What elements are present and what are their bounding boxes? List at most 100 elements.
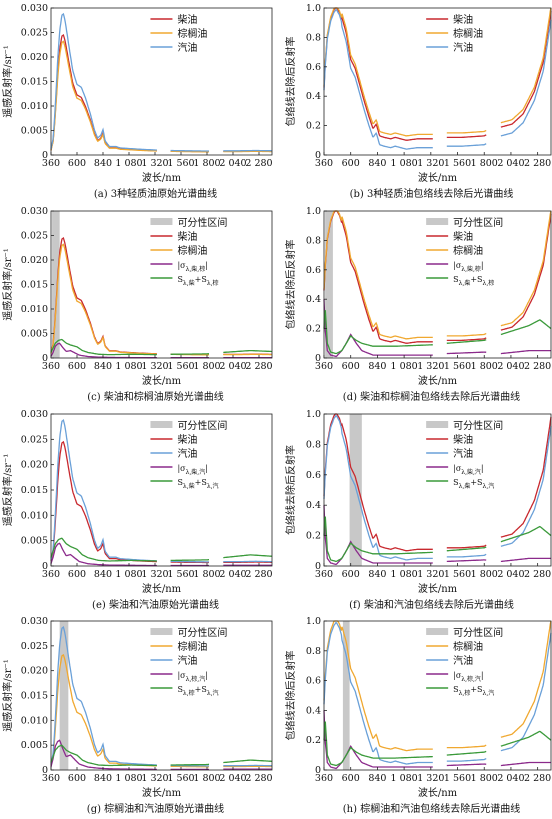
y-tick-label: 0.005 xyxy=(21,126,48,137)
x-tick-label: 1 800 xyxy=(193,361,220,372)
svg-text:Sλ,柴+Sλ,棕: Sλ,柴+Sλ,棕 xyxy=(177,275,218,287)
x-tick-label: 600 xyxy=(68,569,86,580)
x-tick-label: 1 800 xyxy=(471,773,498,784)
legend-item-abs_diff: |σλ,柴,棕| xyxy=(150,261,208,273)
x-tick-label: 1 800 xyxy=(471,569,498,580)
x-axis-label: 波长/nm xyxy=(142,171,182,184)
x-tick-label: 2 280 xyxy=(524,569,551,580)
x-tick-label: 1 560 xyxy=(167,569,194,580)
y-tick-label: 0.015 xyxy=(21,485,48,496)
svg-text:柴油: 柴油 xyxy=(453,230,473,243)
svg-text:Sλ,柴+Sλ,汽: Sλ,柴+Sλ,汽 xyxy=(177,478,218,490)
panel-d: 360 600 840 1 080 1 320 1 560 1 800 2 040 2 280 0… xyxy=(284,206,552,403)
y-tick-label: 0 xyxy=(315,561,321,572)
svg-text:Sλ,棕+Sλ,汽: Sλ,棕+Sλ,汽 xyxy=(177,685,218,697)
legend-item-separable: 可分性区间 xyxy=(426,626,503,639)
x-tick-label: 360 xyxy=(42,569,60,580)
svg-text:棕榈油: 棕榈油 xyxy=(453,244,483,257)
legend-item-tung_oil: 棕榈油 xyxy=(426,244,483,257)
y-axis-label: 遥感反射率/sr⁻¹ xyxy=(1,248,14,321)
y-axis-label: 包络线去除后反射率 xyxy=(284,651,297,741)
panel-caption: (g) 棕榈油和汽油原始光谱曲线 xyxy=(87,802,224,815)
x-axis-label: 波长/nm xyxy=(418,171,458,184)
x-tick-label: 840 xyxy=(94,158,112,169)
separable-region xyxy=(59,621,69,770)
svg-text:汽油: 汽油 xyxy=(453,447,473,460)
svg-text:棕榈油: 棕榈油 xyxy=(453,640,483,653)
y-tick-label: 0.4 xyxy=(306,91,321,102)
legend-item-gasoline: 汽油 xyxy=(150,447,197,460)
svg-text:柴油: 柴油 xyxy=(177,433,197,446)
series-line-sum_sigma xyxy=(50,744,272,767)
x-tick-label: 360 xyxy=(42,361,60,372)
y-tick-label: 0.4 xyxy=(306,500,321,511)
y-tick-label: 0.005 xyxy=(21,740,48,751)
legend-item-abs_diff: |σλ,柴,汽| xyxy=(426,464,484,476)
y-axis-label: 遥感反射率/sr⁻¹ xyxy=(1,45,14,118)
x-tick-label: 840 xyxy=(94,773,112,784)
y-tick-label: 0 xyxy=(42,765,48,776)
legend-item-separable: 可分性区间 xyxy=(150,216,227,229)
series-line-sum_sigma xyxy=(323,310,552,355)
legend-item-diesel: 柴油 xyxy=(426,13,473,26)
y-tick-label: 0.010 xyxy=(21,510,48,521)
legend-item-tung_oil: 棕榈油 xyxy=(426,640,483,653)
y-tick-label: 0.4 xyxy=(306,294,321,305)
x-tick-label: 1 320 xyxy=(417,773,444,784)
x-tick-label: 2 040 xyxy=(497,361,524,372)
axes-frame xyxy=(323,210,552,359)
x-tick-label: 360 xyxy=(315,773,333,784)
svg-text:Sλ,柴+Sλ,汽: Sλ,柴+Sλ,汽 xyxy=(453,478,494,490)
series-line-sum_sigma xyxy=(50,338,272,356)
x-tick-label: 1 320 xyxy=(141,158,168,169)
legend-item-abs_diff: |σλ,棕,汽| xyxy=(150,671,208,683)
x-tick-label: 1 560 xyxy=(444,361,471,372)
y-tick-label: 0.6 xyxy=(306,62,321,73)
series-line-abs_diff xyxy=(50,739,272,771)
y-tick-label: 0.010 xyxy=(21,101,48,112)
x-tick-label: 1 560 xyxy=(167,773,194,784)
axes-frame xyxy=(323,620,552,771)
y-tick-label: 0 xyxy=(42,150,48,161)
legend-item-tung_oil: 棕榈油 xyxy=(150,244,207,257)
legend-item-gasoline: 汽油 xyxy=(426,41,473,54)
x-tick-label: 2 040 xyxy=(219,158,246,169)
y-tick-label: 0 xyxy=(315,353,321,364)
x-axis-label: 波长/nm xyxy=(142,786,182,799)
x-tick-label: 1 320 xyxy=(417,569,444,580)
x-tick-label: 1 080 xyxy=(391,569,418,580)
y-tick-label: 0.025 xyxy=(21,434,48,445)
legend-item-sum_sigma: Sλ,棕+Sλ,汽 xyxy=(150,685,219,697)
x-tick-label: 600 xyxy=(342,158,360,169)
legend-item-gasoline: 汽油 xyxy=(426,447,473,460)
x-tick-label: 600 xyxy=(342,773,360,784)
x-tick-label: 2 040 xyxy=(497,158,524,169)
y-tick-label: 1.0 xyxy=(306,206,321,217)
legend-item-separable: 可分性区间 xyxy=(150,626,227,639)
svg-text:Sλ,棕+Sλ,汽: Sλ,棕+Sλ,汽 xyxy=(453,685,494,697)
legend-item-sum_sigma: Sλ,棕+Sλ,汽 xyxy=(426,685,494,697)
svg-text:汽油: 汽油 xyxy=(453,654,473,667)
y-tick-label: 0.8 xyxy=(306,439,321,450)
svg-text:|σλ,棕,汽|: |σλ,棕,汽| xyxy=(453,671,483,683)
axes-frame xyxy=(323,413,552,567)
axes-frame xyxy=(50,7,273,156)
legend-item-tung_oil: 棕榈油 xyxy=(150,640,207,653)
x-tick-label: 1 080 xyxy=(115,773,142,784)
x-tick-label: 1 800 xyxy=(471,158,498,169)
svg-text:|σλ,柴,汽|: |σλ,柴,汽| xyxy=(177,464,207,476)
series-line-tung_oil xyxy=(323,620,552,752)
y-tick-label: 0.030 xyxy=(21,3,48,14)
x-tick-label: 2 040 xyxy=(219,569,246,580)
svg-text:可分性区间: 可分性区间 xyxy=(177,626,227,639)
x-tick-label: 2 280 xyxy=(245,361,272,372)
series-line-abs_diff xyxy=(50,542,272,567)
series-line-diesel xyxy=(323,210,552,344)
x-tick-label: 1 080 xyxy=(391,158,418,169)
legend-item-tung_oil: 棕榈油 xyxy=(150,27,207,40)
panel-caption: (b) 3种轻质油包络线去除后光谱曲线 xyxy=(350,187,514,200)
x-tick-label: 2 040 xyxy=(219,361,246,372)
x-tick-label: 1 320 xyxy=(417,158,444,169)
